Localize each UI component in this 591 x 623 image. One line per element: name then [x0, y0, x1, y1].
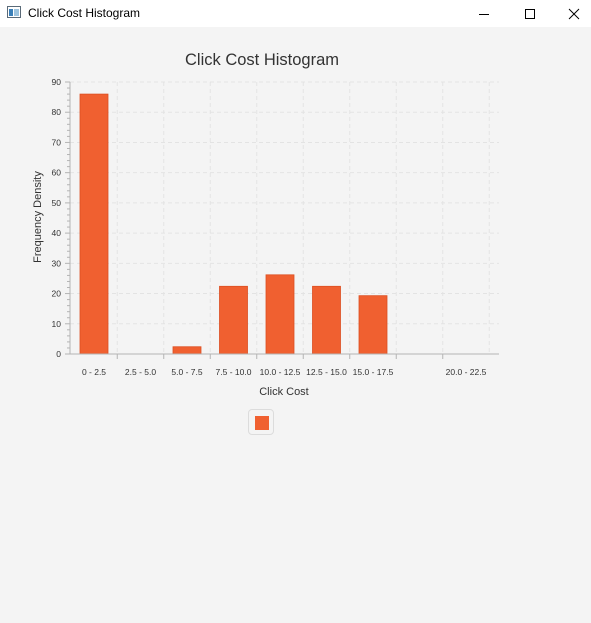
histogram-bar — [358, 295, 388, 355]
histogram-bar — [79, 93, 109, 355]
x-tick-label: 10.0 - 12.5 — [260, 367, 301, 377]
y-tick-label: 40 — [52, 228, 62, 238]
title-bar[interactable]: Click Cost Histogram — [0, 0, 591, 27]
axes — [65, 81, 499, 359]
histogram-chart: Click Cost Histogram 0 10 20 30 40 50 60 70 80 90… — [32, 51, 499, 398]
y-tick-label: 10 — [52, 319, 62, 329]
close-button[interactable] — [551, 0, 591, 27]
y-tick-label: 0 — [56, 349, 61, 359]
y-tick-label: 90 — [52, 77, 62, 87]
java-app-icon — [7, 6, 21, 18]
y-tick-label: 80 — [52, 107, 62, 117]
y-tick-label: 30 — [52, 258, 62, 268]
y-tick-labels: 0 10 20 30 40 50 60 70 80 90 — [52, 77, 62, 359]
x-tick-label: 2.5 - 5.0 — [125, 367, 156, 377]
grid-lines — [70, 81, 499, 354]
x-tick-label: 7.5 - 10.0 — [216, 367, 252, 377]
x-tick-label: 5.0 - 7.5 — [171, 367, 202, 377]
histogram-bar — [219, 285, 248, 355]
bars — [79, 93, 388, 355]
y-tick-label: 70 — [52, 137, 62, 147]
chart-title: Click Cost Histogram — [185, 51, 339, 69]
x-tick-labels: 0 - 2.5 2.5 - 5.0 5.0 - 7.5 7.5 - 10.0 10.0 … — [82, 367, 487, 377]
x-tick-label: 20.0 - 22.5 — [446, 367, 487, 377]
y-axis-label: Frequency Density — [32, 171, 44, 263]
maximize-icon — [525, 8, 535, 19]
close-icon — [568, 8, 580, 19]
window-title: Click Cost Histogram — [28, 6, 141, 20]
y-tick-label: 50 — [52, 198, 62, 208]
minimize-icon — [479, 13, 489, 15]
y-tick-label: 20 — [52, 289, 62, 299]
legend-swatch — [255, 416, 269, 430]
histogram-bar — [172, 346, 202, 355]
x-tick-label: 12.5 - 15.0 — [306, 367, 347, 377]
x-tick-label: 15.0 - 17.5 — [353, 367, 394, 377]
maximize-button[interactable] — [507, 0, 553, 27]
y-tick-label: 60 — [52, 168, 62, 178]
histogram-bar — [265, 274, 295, 355]
x-axis-label: Click Cost — [259, 386, 309, 398]
minimize-button[interactable] — [461, 0, 507, 27]
x-tick-label: 0 - 2.5 — [82, 367, 106, 377]
chart-container: Click Cost Histogram 0 10 20 30 40 50 60 70 80 90… — [0, 27, 591, 623]
histogram-bar — [312, 285, 341, 355]
chart-legend — [248, 409, 274, 435]
